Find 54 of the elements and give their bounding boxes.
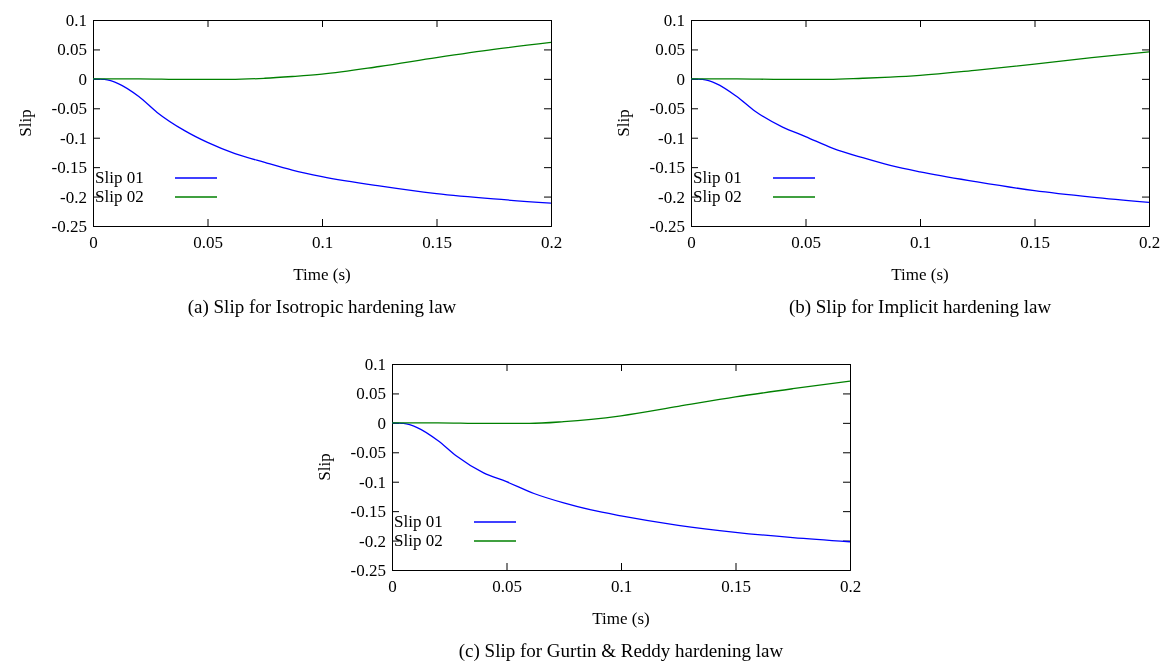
y-tick-label: 0.1 (364, 354, 386, 374)
x-tick-label: 0.2 (1138, 233, 1161, 253)
y-tick-label: -0.25 (350, 560, 386, 580)
y-tick-label: -0.1 (359, 472, 386, 492)
x-tick-label: 0.15 (1020, 233, 1050, 253)
y-tick-label: -0.15 (51, 158, 87, 178)
line-series (92, 41, 552, 81)
y-tick-label: 0.1 (65, 10, 87, 30)
x-axis-title: Time (s) (592, 609, 650, 628)
legend-label: Slip 01 (95, 168, 144, 187)
x-tick-label: 0.15 (422, 233, 452, 253)
x-tick-label: 0.1 (311, 233, 334, 253)
x-tick-label: 0.2 (540, 233, 563, 253)
x-tick-label: 0.05 (791, 233, 821, 253)
y-tick-label: 0.05 (655, 40, 685, 60)
legend-label: Slip 01 (693, 168, 742, 187)
y-tick-label: 0 (377, 413, 386, 433)
y-tick-label: -0.15 (649, 158, 685, 178)
x-tick-label: 0.1 (909, 233, 932, 253)
y-tick-label: -0.25 (51, 216, 87, 236)
x-tick-label: 0.1 (610, 577, 633, 597)
legend-label: Slip 02 (394, 531, 443, 550)
y-tick-label: -0.1 (60, 128, 87, 148)
y-tick-label: -0.2 (658, 187, 685, 207)
y-axis-title: Slip (16, 109, 35, 137)
y-tick-label: -0.25 (649, 216, 685, 236)
y-tick-label: -0.2 (60, 187, 87, 207)
x-tick-label: 0.15 (721, 577, 751, 597)
y-tick-label: -0.15 (350, 502, 386, 522)
x-axis-title: Time (s) (891, 265, 949, 284)
y-tick-label: 0 (676, 69, 685, 89)
legend-label: Slip 01 (394, 512, 443, 531)
y-tick-label: 0 (78, 69, 87, 89)
x-tick-label: 0.2 (839, 577, 862, 597)
x-tick-label: 0.05 (492, 577, 522, 597)
x-tick-label: 0.05 (193, 233, 223, 253)
y-tick-label: -0.05 (51, 99, 87, 119)
y-axis-title: Slip (315, 453, 334, 481)
line-series (391, 380, 851, 425)
y-tick-label: -0.1 (658, 128, 685, 148)
text: (c) Slip for Gurtin & Reddy hardening law (458, 640, 784, 662)
y-axis-title: Slip (614, 109, 633, 137)
y-tick-label: -0.05 (649, 99, 685, 119)
x-axis-title: Time (s) (293, 265, 351, 284)
y-tick-label: 0.05 (57, 40, 87, 60)
legend-label: Slip 02 (95, 187, 144, 206)
y-tick-label: -0.05 (350, 443, 386, 463)
y-tick-label: 0.1 (663, 10, 685, 30)
y-tick-label: 0.05 (356, 384, 386, 404)
y-tick-label: -0.2 (359, 531, 386, 551)
line-series (690, 51, 1150, 81)
legend-label: Slip 02 (693, 187, 742, 206)
text: (a) Slip for Isotropic hardening law (187, 296, 457, 318)
text: (b) Slip for Implicit hardening law (788, 296, 1052, 318)
